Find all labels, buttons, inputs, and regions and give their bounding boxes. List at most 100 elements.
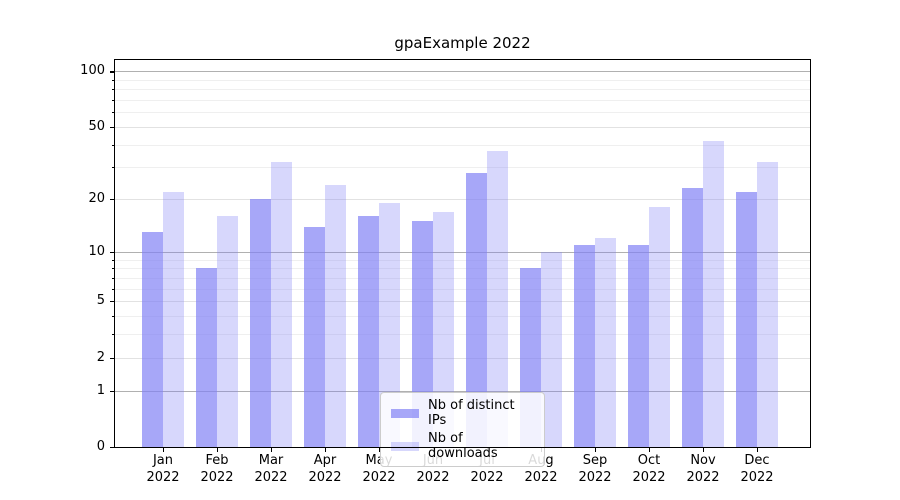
y-gridline-minor	[115, 334, 810, 336]
bar-sep-distinct-ips	[574, 244, 595, 447]
legend-label: Nb of distinct IPs	[428, 398, 515, 428]
x-tick-year: 2022	[200, 469, 234, 485]
y-gridline-minor	[115, 288, 810, 290]
x-tick-mark	[271, 447, 273, 452]
bar-dec-downloads	[757, 162, 778, 447]
y-tick-mark	[110, 447, 115, 449]
x-tick-month: Apr	[313, 453, 337, 468]
y-gridline-major	[115, 71, 810, 73]
legend: Nb of distinct IPs Nb of downloads	[380, 392, 545, 467]
x-tick-label: Mar 2022	[241, 453, 301, 486]
legend-label: Nb of downloads	[428, 431, 498, 461]
bar-may-downloads	[379, 203, 400, 447]
y-gridline-minor	[115, 277, 810, 279]
bar-feb-distinct-ips	[196, 268, 217, 447]
bar-jan-downloads	[163, 191, 184, 447]
x-tick-month: Dec	[744, 453, 770, 468]
y-minor-tick-mark	[112, 79, 115, 81]
y-minor-tick-mark	[112, 167, 115, 169]
x-tick-month: Sep	[582, 453, 608, 468]
bar-jan-distinct-ips	[142, 232, 163, 447]
y-minor-tick-mark	[112, 259, 115, 261]
x-tick-label: Jan 2022	[133, 453, 193, 486]
y-gridline-major	[115, 301, 810, 303]
y-minor-tick-mark	[112, 89, 115, 91]
bar-dec-distinct-ips	[736, 191, 757, 447]
x-tick-year: 2022	[470, 469, 504, 485]
legend-item: Nb of distinct IPs	[391, 398, 534, 428]
bar-apr-downloads	[325, 184, 346, 447]
x-tick-mark	[649, 447, 651, 452]
y-tick-label: 1	[96, 382, 105, 398]
bar-oct-distinct-ips	[628, 244, 649, 447]
y-tick-label: 5	[96, 293, 105, 309]
y-gridline-minor	[115, 79, 810, 81]
x-tick-year: 2022	[686, 469, 720, 485]
y-tick-mark	[110, 390, 115, 392]
y-gridline-major	[115, 251, 810, 253]
y-gridline-minor	[115, 315, 810, 317]
y-tick-label: 20	[88, 191, 105, 207]
bar-jul-downloads	[487, 150, 508, 447]
y-minor-tick-mark	[112, 268, 115, 270]
x-tick-month: Nov	[690, 453, 716, 468]
x-tick-year: 2022	[524, 469, 558, 485]
x-tick-year: 2022	[362, 469, 396, 485]
x-tick-year: 2022	[740, 469, 774, 485]
y-tick-mark	[110, 301, 115, 303]
x-tick-year: 2022	[632, 469, 666, 485]
x-tick-label: Oct 2022	[619, 453, 679, 486]
bar-jun-downloads	[433, 211, 454, 447]
y-tick-label: 10	[88, 243, 105, 259]
y-gridline-major	[115, 199, 810, 201]
y-tick-label: 2	[96, 349, 105, 365]
legend-item: Nb of downloads	[391, 431, 534, 461]
x-tick-label: Feb 2022	[187, 453, 247, 486]
legend-swatch-distinct-ips	[391, 408, 419, 418]
x-tick-year: 2022	[416, 469, 450, 485]
y-tick-label: 50	[88, 118, 105, 134]
x-tick-mark	[703, 447, 705, 452]
x-tick-label: Dec 2022	[727, 453, 787, 486]
bar-jun-distinct-ips	[412, 221, 433, 447]
x-tick-mark	[595, 447, 597, 452]
x-tick-year: 2022	[308, 469, 342, 485]
bar-jul-distinct-ips	[466, 172, 487, 447]
plot-area	[114, 59, 811, 448]
x-tick-mark	[757, 447, 759, 452]
y-minor-tick-mark	[112, 315, 115, 317]
x-tick-label: Apr 2022	[295, 453, 355, 486]
y-gridline-minor	[115, 144, 810, 146]
y-tick-label: 0	[96, 439, 105, 454]
bar-aug-downloads	[541, 251, 562, 447]
y-gridline-minor	[115, 259, 810, 261]
x-tick-month: Jan	[152, 453, 174, 468]
x-tick-month: Oct	[637, 453, 661, 468]
chart-title: gpaExample 2022	[394, 34, 531, 52]
y-tick-label: 100	[80, 63, 105, 79]
y-minor-tick-mark	[112, 144, 115, 146]
y-gridline-major	[115, 357, 810, 359]
x-tick-month: Feb	[205, 453, 229, 468]
x-tick-month: Mar	[258, 453, 284, 468]
bar-sep-downloads	[595, 238, 616, 447]
y-gridline-major	[115, 126, 810, 128]
bar-nov-distinct-ips	[682, 188, 703, 447]
y-minor-tick-mark	[112, 288, 115, 290]
y-minor-tick-mark	[112, 112, 115, 114]
bar-apr-distinct-ips	[304, 226, 325, 447]
x-tick-year: 2022	[146, 469, 180, 485]
x-tick-mark	[163, 447, 165, 452]
y-minor-tick-mark	[112, 334, 115, 336]
bar-oct-downloads	[649, 207, 670, 447]
bar-nov-downloads	[703, 140, 724, 447]
x-tick-year: 2022	[578, 469, 612, 485]
y-minor-tick-mark	[112, 99, 115, 101]
x-tick-label: Sep 2022	[565, 453, 625, 486]
x-tick-mark	[325, 447, 327, 452]
y-gridline-minor	[115, 167, 810, 169]
x-tick-mark	[379, 447, 381, 452]
y-tick-mark	[110, 199, 115, 201]
x-tick-label: Nov 2022	[673, 453, 733, 486]
